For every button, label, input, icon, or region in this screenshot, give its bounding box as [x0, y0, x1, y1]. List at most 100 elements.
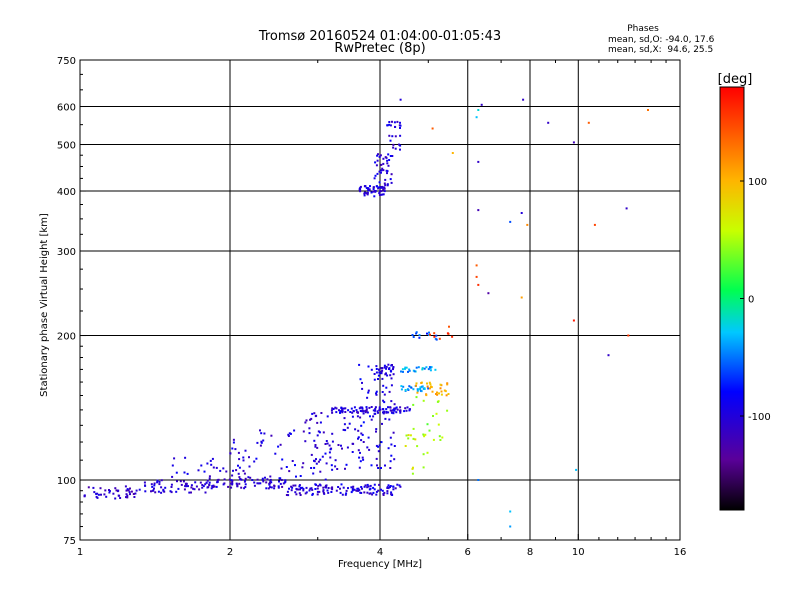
data-point	[365, 187, 368, 190]
data-point	[240, 486, 243, 489]
data-point	[206, 462, 209, 465]
data-point	[386, 159, 389, 162]
data-point	[326, 415, 329, 418]
grid-lines	[80, 60, 680, 540]
data-point	[270, 486, 273, 489]
data-point	[302, 430, 305, 433]
data-point	[190, 491, 192, 494]
data-point	[256, 441, 259, 444]
data-point	[385, 365, 388, 368]
data-point	[439, 383, 442, 386]
data-point	[335, 407, 338, 410]
data-point	[366, 193, 369, 196]
data-point	[337, 486, 340, 488]
data-point	[381, 367, 384, 370]
data-point	[331, 440, 334, 443]
data-point	[350, 407, 353, 410]
data-point	[222, 467, 225, 470]
data-point	[270, 434, 273, 437]
data-point	[257, 482, 260, 485]
data-point	[369, 415, 371, 418]
data-point	[393, 409, 396, 412]
data-point	[372, 491, 375, 494]
data-point	[247, 476, 250, 479]
data-point	[251, 479, 254, 481]
data-point	[404, 367, 406, 370]
data-point	[400, 385, 403, 388]
data-point	[190, 486, 193, 489]
data-point	[392, 431, 395, 434]
data-point	[244, 483, 247, 486]
data-point	[370, 418, 373, 421]
data-point	[380, 163, 383, 166]
data-point	[326, 442, 329, 445]
data-point	[412, 427, 415, 430]
data-point	[351, 442, 354, 445]
data-point	[206, 479, 209, 482]
data-point	[367, 485, 370, 488]
data-point	[337, 444, 340, 446]
data-point	[451, 335, 454, 338]
data-point	[345, 489, 348, 492]
data-point	[373, 483, 376, 486]
data-point	[383, 401, 386, 404]
data-point	[392, 373, 395, 376]
data-point	[370, 368, 373, 371]
phases-title: Phases	[627, 24, 659, 34]
data-point	[429, 369, 432, 372]
data-point	[408, 368, 411, 371]
data-point	[435, 393, 437, 395]
data-point	[399, 411, 402, 414]
data-point	[339, 411, 341, 414]
data-point	[394, 147, 397, 150]
data-point	[230, 479, 233, 482]
data-point	[117, 489, 120, 492]
data-point	[150, 490, 152, 493]
data-point	[509, 510, 512, 513]
data-points	[83, 98, 649, 528]
data-point	[119, 497, 122, 499]
data-point	[415, 396, 418, 399]
data-point	[127, 489, 130, 492]
data-point	[351, 451, 354, 453]
data-point	[388, 134, 391, 137]
data-point	[299, 487, 302, 489]
data-point	[244, 479, 247, 482]
data-point	[144, 490, 147, 493]
data-point	[373, 177, 376, 180]
data-point	[435, 412, 438, 415]
data-point	[389, 178, 392, 181]
data-point	[444, 390, 447, 393]
data-point	[382, 157, 385, 160]
data-point	[422, 453, 425, 456]
data-point	[135, 489, 138, 492]
data-point	[313, 466, 316, 469]
data-point	[278, 480, 280, 483]
data-point	[366, 491, 369, 494]
data-point	[387, 153, 390, 156]
data-point	[361, 456, 364, 459]
data-point	[360, 439, 363, 442]
data-point	[378, 483, 381, 486]
data-point	[208, 484, 211, 487]
data-point	[625, 207, 628, 210]
data-point	[448, 325, 450, 328]
data-point	[301, 466, 304, 469]
data-point	[380, 193, 383, 196]
data-point	[387, 406, 389, 409]
data-point	[358, 456, 361, 459]
data-point	[388, 159, 391, 161]
data-point	[157, 490, 160, 493]
data-point	[215, 485, 218, 488]
data-point	[334, 406, 337, 409]
data-point	[160, 479, 163, 482]
data-point	[365, 409, 368, 412]
data-point	[231, 481, 234, 484]
data-point	[395, 406, 398, 409]
data-point	[477, 283, 480, 286]
data-point	[183, 488, 186, 491]
data-point	[352, 410, 355, 413]
data-point	[392, 366, 395, 369]
x-tick-label: 2	[227, 547, 233, 558]
data-point	[319, 421, 322, 424]
